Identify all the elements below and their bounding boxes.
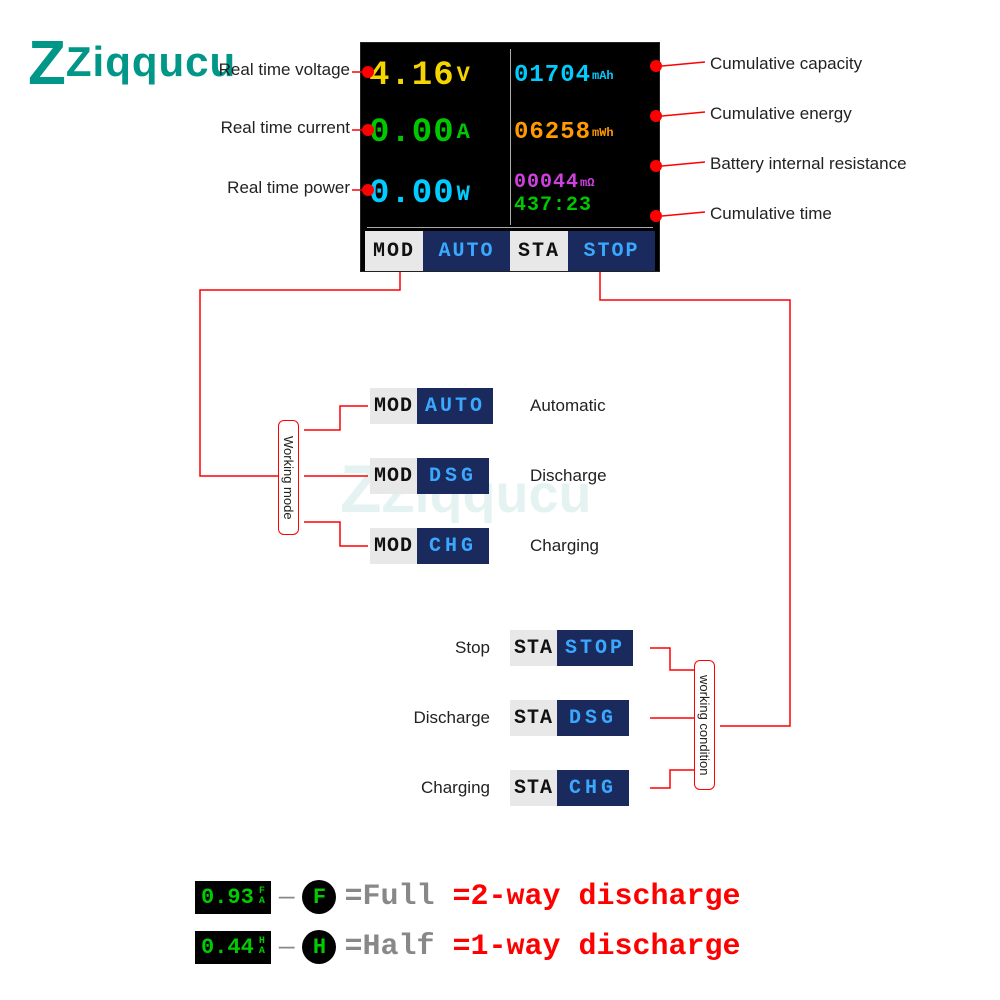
dot-resistance	[650, 160, 662, 172]
mode-chip-dsg: MODDSG	[370, 458, 489, 494]
cond-text-chg: Charging	[400, 778, 490, 798]
callout-capacity: Cumulative capacity	[710, 54, 862, 74]
state-value-chip: STOP	[568, 231, 655, 271]
legend-full-row: 0.93 F A — F =Full =2-way discharge	[195, 880, 741, 914]
dot-capacity	[650, 60, 662, 72]
mode-label-chip: MOD	[365, 231, 423, 271]
mode-value-chip: AUTO	[423, 231, 510, 271]
dot-voltage	[362, 66, 374, 78]
mode-text-chg: Charging	[530, 536, 599, 556]
resistance-cell: 00044mΩ	[514, 171, 655, 194]
legend-full-eq2: =2-way discharge	[452, 880, 740, 914]
capacity-cell: 01704mAh	[510, 47, 655, 104]
cond-chip-stop: STASTOP	[510, 630, 633, 666]
callout-time: Cumulative time	[710, 204, 832, 224]
working-condition-box: working condition	[694, 660, 715, 790]
status-bar: MOD AUTO STA STOP	[365, 231, 655, 271]
callout-current: Real time current	[190, 118, 350, 138]
mode-chip-auto: MODAUTO	[370, 388, 493, 424]
power-cell: 0.00W	[365, 162, 510, 227]
mode-text-auto: Automatic	[530, 396, 606, 416]
callout-power: Real time power	[190, 178, 350, 198]
legend-full-circle: F	[302, 880, 336, 914]
energy-cell: 06258mWh	[510, 104, 655, 161]
legend-half-circle: H	[302, 930, 336, 964]
legend-half-row: 0.44 H A — H =Half =1-way discharge	[195, 930, 741, 964]
legend-half-eq1: =Half	[344, 930, 434, 964]
cond-chip-chg: STACHG	[510, 770, 629, 806]
legend-half-eq2: =1-way discharge	[452, 930, 740, 964]
callout-energy: Cumulative energy	[710, 104, 852, 124]
mode-text-dsg: Discharge	[530, 466, 607, 486]
dot-energy	[650, 110, 662, 122]
cond-chip-dsg: STADSG	[510, 700, 629, 736]
legend-full-badge: 0.93 F A	[195, 881, 271, 914]
dot-power	[362, 184, 374, 196]
legend-half-badge: 0.44 H A	[195, 931, 271, 964]
logo-z-glyph: Z	[28, 28, 66, 99]
mode-chip-chg: MODCHG	[370, 528, 489, 564]
dot-time	[650, 210, 662, 222]
current-cell: 0.00A	[365, 104, 510, 161]
cond-text-stop: Stop	[420, 638, 490, 658]
voltage-cell: 4.16V	[365, 47, 510, 104]
state-label-chip: STA	[510, 231, 568, 271]
callout-resistance: Battery internal resistance	[710, 154, 907, 174]
legend-full-eq1: =Full	[344, 880, 434, 914]
time-cell: 437:23	[514, 194, 655, 217]
cond-text-dsg: Discharge	[400, 708, 490, 728]
callout-voltage: Real time voltage	[190, 60, 350, 80]
working-mode-box: Working mode	[278, 420, 299, 535]
lcd-display: 4.16V 01704mAh 0.00A 06258mWh 0.00W 0004…	[360, 42, 660, 272]
dot-current	[362, 124, 374, 136]
